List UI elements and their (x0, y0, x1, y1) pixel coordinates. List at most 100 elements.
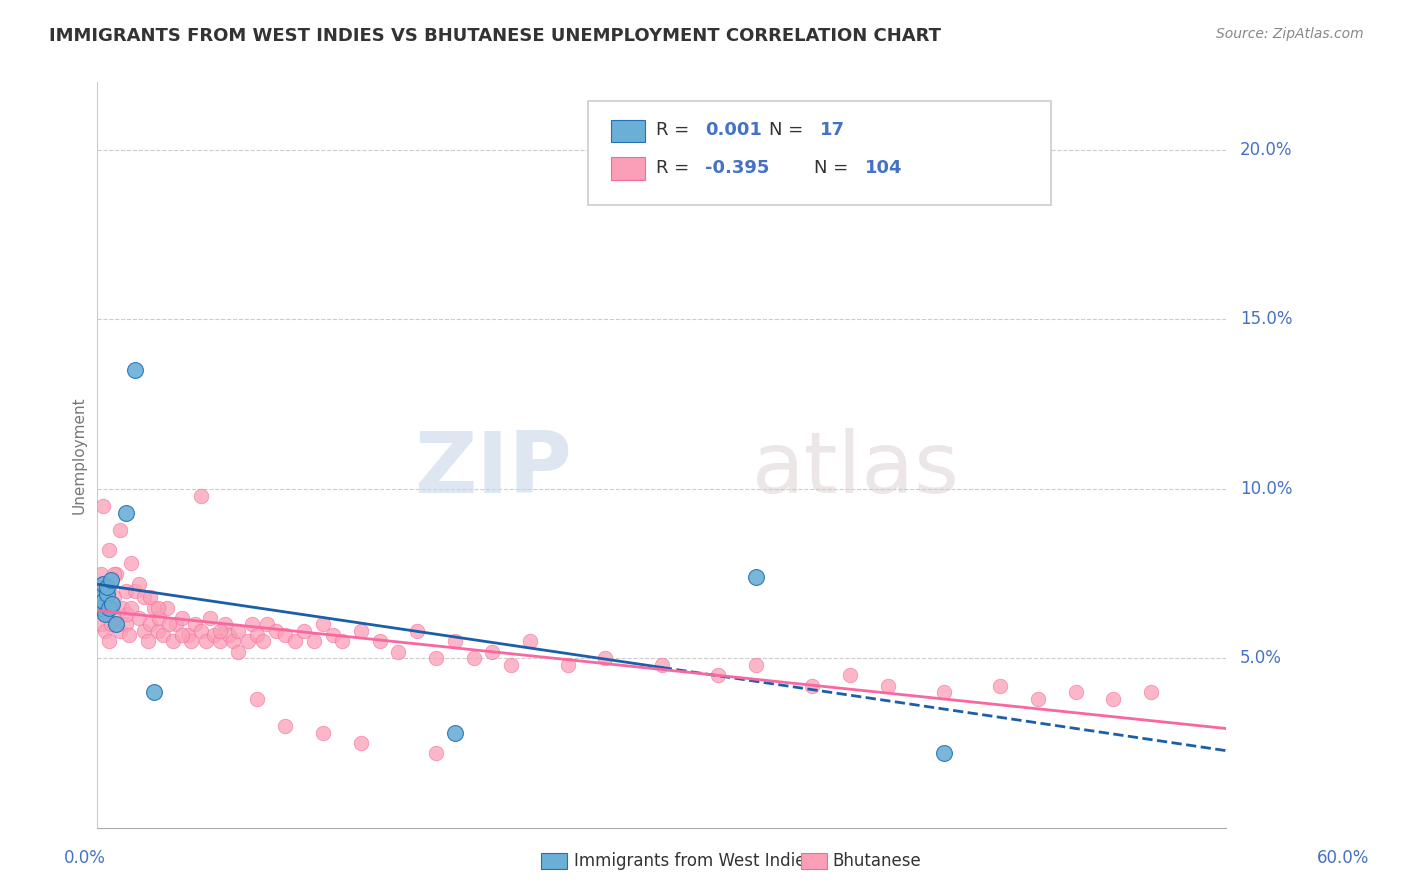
Point (1064, 685, 1087, 699)
Point (114, 506, 136, 520)
Point (146, 624, 169, 639)
Point (108, 523, 131, 537)
Point (91, 593, 114, 607)
Point (89, 591, 111, 605)
Point (838, 668, 860, 682)
Point (246, 692, 269, 706)
Point (156, 600, 179, 615)
Point (114, 617, 136, 632)
Point (228, 624, 250, 639)
Point (264, 624, 287, 639)
Text: atlas: atlas (752, 428, 960, 511)
Point (139, 591, 162, 605)
Text: 0.0%: 0.0% (63, 849, 105, 867)
Text: 0.001: 0.001 (704, 121, 762, 139)
Text: IMMIGRANTS FROM WEST INDIES VS BHUTANESE UNEMPLOYMENT CORRELATION CHART: IMMIGRANTS FROM WEST INDIES VS BHUTANESE… (49, 27, 941, 45)
Point (120, 557, 142, 571)
Text: 10.0%: 10.0% (1240, 480, 1292, 498)
Point (91, 499, 114, 513)
Point (240, 617, 263, 632)
Point (595, 651, 617, 665)
Point (707, 668, 730, 682)
Point (100, 576, 122, 591)
Point (114, 583, 136, 598)
Point (801, 679, 824, 693)
Point (501, 658, 523, 673)
Text: R =: R = (657, 159, 695, 177)
Point (218, 627, 240, 641)
Point (96, 607, 118, 622)
Point (142, 685, 165, 699)
Point (91, 576, 114, 591)
Text: 60.0%: 60.0% (1316, 849, 1369, 867)
Point (148, 610, 170, 624)
Point (136, 634, 159, 648)
Point (425, 747, 447, 761)
Text: 20.0%: 20.0% (1240, 141, 1292, 159)
Point (96, 591, 118, 605)
Point (651, 658, 673, 673)
Point (94, 607, 117, 622)
Text: N =: N = (814, 159, 855, 177)
Point (228, 644, 250, 658)
Point (312, 726, 335, 740)
Point (97, 600, 120, 615)
FancyBboxPatch shape (588, 101, 1052, 205)
Point (350, 624, 373, 639)
FancyBboxPatch shape (612, 157, 645, 179)
Point (142, 600, 165, 615)
Point (120, 600, 142, 615)
Point (139, 617, 162, 632)
Point (200, 610, 222, 624)
Point (932, 685, 955, 699)
Text: 17: 17 (820, 121, 845, 139)
Point (222, 634, 245, 648)
Point (162, 634, 184, 648)
Point (170, 627, 193, 641)
Point (256, 617, 278, 632)
Point (176, 627, 198, 641)
Point (745, 570, 768, 584)
Point (1102, 692, 1125, 706)
Point (368, 634, 391, 648)
Point (312, 617, 335, 632)
Point (180, 634, 202, 648)
Text: R =: R = (657, 121, 695, 139)
Point (184, 617, 207, 632)
Point (103, 591, 125, 605)
Point (190, 624, 212, 639)
Point (202, 627, 225, 641)
Point (105, 566, 128, 581)
Text: 5.0%: 5.0% (1240, 649, 1282, 667)
Point (190, 489, 212, 503)
Point (274, 719, 297, 733)
Point (387, 644, 409, 658)
Text: Source: ZipAtlas.com: Source: ZipAtlas.com (1216, 27, 1364, 41)
Point (118, 627, 141, 641)
Point (876, 679, 898, 693)
Text: -0.395: -0.395 (704, 159, 769, 177)
Point (252, 634, 274, 648)
Text: 15.0%: 15.0% (1240, 310, 1292, 328)
Point (932, 747, 955, 761)
Point (101, 597, 124, 611)
Point (208, 624, 231, 639)
Text: ZIP: ZIP (413, 428, 571, 511)
Point (1026, 692, 1049, 706)
Point (100, 617, 122, 632)
Point (157, 617, 180, 632)
Point (91, 600, 114, 615)
Point (97, 634, 120, 648)
Point (100, 574, 122, 588)
FancyBboxPatch shape (612, 120, 645, 143)
Text: N =: N = (769, 121, 808, 139)
Point (350, 736, 373, 750)
Point (425, 651, 447, 665)
Point (165, 617, 187, 632)
Point (322, 627, 344, 641)
Point (91, 576, 114, 591)
Point (134, 591, 156, 605)
Point (463, 651, 485, 665)
Text: Bhutanese: Bhutanese (832, 852, 921, 870)
Point (1140, 685, 1163, 699)
